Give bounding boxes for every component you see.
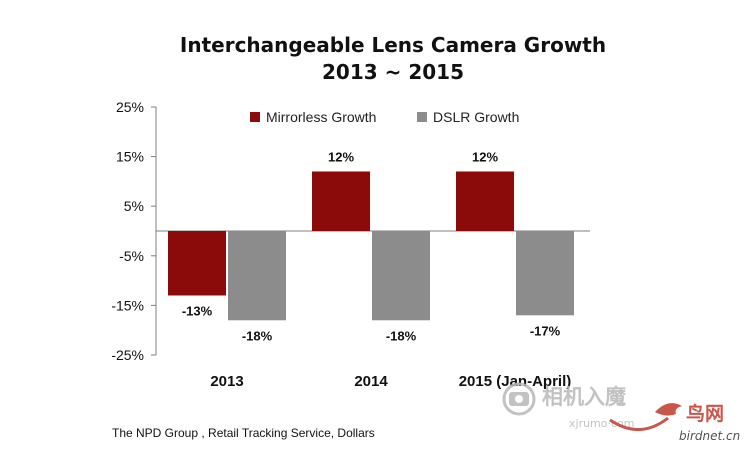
chart-title: Interchangeable Lens Camera Growth [180,33,606,57]
bar-dslr [516,231,574,316]
bar-value-label: 12% [328,149,354,164]
bars-layer [168,171,574,321]
watermark-latin: xjrumo·com [569,417,635,430]
y-tick-label: -5% [119,248,144,264]
category-labels-layer: 2013 2014 2015 (Jan-April) [210,373,571,390]
x-category-label: 2015 (Jan-April) [459,373,572,390]
value-labels-layer: -13% 12% 12% -18% -18% -17% [182,149,561,343]
legend: Mirrorless Growth DSLR Growth [250,109,519,125]
x-category-label: 2013 [210,373,243,390]
swoosh-icon [609,416,669,431]
bar-value-label: -18% [386,328,417,343]
legend-swatch-mirrorless [250,112,260,122]
bar-value-label: -18% [242,328,273,343]
y-tick-label: -25% [111,347,144,363]
bar-value-label: 12% [472,149,498,164]
legend-swatch-dslr [417,112,427,122]
x-category-label: 2014 [354,373,388,390]
watermark-site-cn: 鸟网 [686,402,724,425]
bar-dslr [372,231,430,321]
bar-value-label: -17% [530,323,561,338]
chart-subtitle: 2013 ~ 2015 [322,60,464,84]
y-tick-label: 25% [116,99,144,115]
watermark-site-url: birdnet.cn [679,429,740,443]
watermark-cn-name: 相机入魔 [542,385,626,409]
legend-label-dslr: DSLR Growth [433,109,519,125]
legend-label-mirrorless: Mirrorless Growth [266,109,376,125]
watermark: 相机入魔 xjrumo·com 鸟网 birdnet.cn [502,382,740,443]
bar-mirrorless [168,231,226,296]
y-axis-ticks: 25% 15% 5% -5% -15% -25% [111,99,156,363]
bar-mirrorless [312,171,370,231]
bar-dslr [228,231,286,321]
bird-logo-icon [655,403,682,416]
bar-value-label: -13% [182,303,213,318]
source-note: The NPD Group , Retail Tracking Service,… [112,426,375,440]
camera-logo-icon [502,382,536,416]
y-tick-label: -15% [111,297,144,313]
y-tick-label: 15% [116,149,144,165]
y-tick-label: 5% [124,198,144,214]
bar-mirrorless [456,171,514,231]
